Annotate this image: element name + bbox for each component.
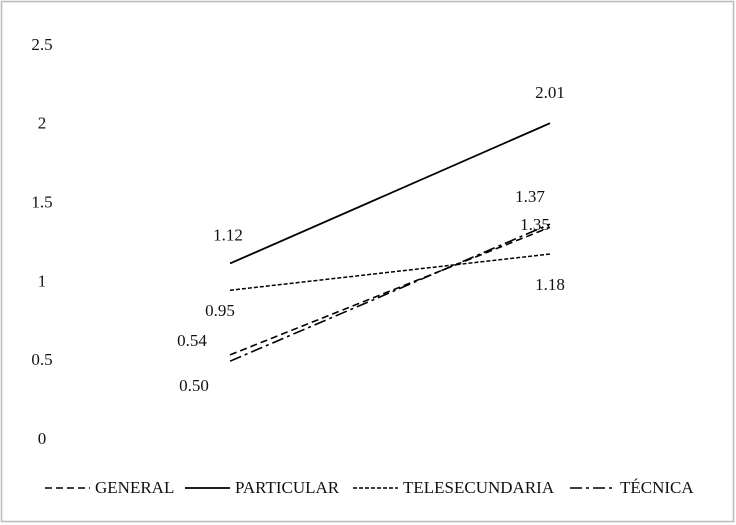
data-label: 0.95 [205,301,235,320]
y-tick-label: 2 [38,114,47,133]
legend-label: TÉCNICA [620,478,694,497]
data-label: 0.54 [177,331,207,350]
series-line [229,226,551,356]
series-line [229,122,551,265]
legend-label: PARTICULAR [235,478,340,497]
y-tick-label: 2.5 [31,35,52,54]
data-label: 1.35 [520,215,550,234]
data-label: 2.01 [535,83,565,102]
y-tick-label: 0.5 [31,350,52,369]
data-label: 1.18 [535,275,565,294]
data-label: 1.37 [515,187,545,206]
data-label: 0.50 [179,376,209,395]
y-tick-label: 1.5 [31,193,52,212]
y-tick-label: 1 [38,271,47,290]
legend-label: TELESECUNDARIA [403,478,555,497]
legend-label: GENERAL [95,478,174,497]
y-tick-label: 0 [38,429,47,448]
data-label: 1.12 [213,225,243,244]
